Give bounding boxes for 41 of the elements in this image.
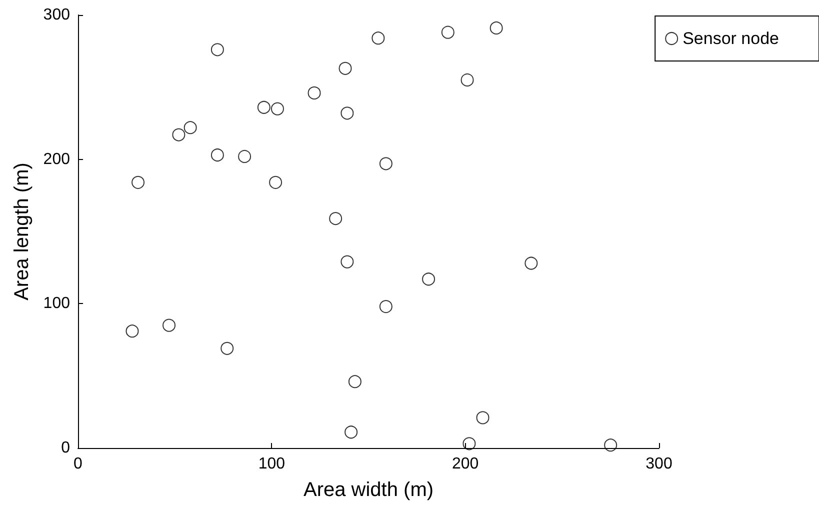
- point: [476, 411, 490, 424]
- point: [132, 176, 145, 189]
- point: [441, 26, 454, 39]
- y-axis-title: Area length (m): [11, 162, 33, 300]
- point: [162, 318, 176, 332]
- point: [524, 256, 538, 270]
- point: [329, 212, 342, 226]
- y-tick-label: 300: [43, 6, 70, 24]
- point: [372, 32, 385, 45]
- point: [348, 375, 362, 388]
- point: [379, 157, 392, 170]
- point: [460, 73, 474, 86]
- point: [210, 148, 224, 162]
- x-tick-label: 200: [452, 456, 479, 472]
- y-tick-label: 200: [43, 150, 70, 168]
- x-axis-title: Area width (m): [303, 479, 434, 501]
- point: [340, 255, 354, 268]
- point: [210, 43, 224, 56]
- y-tick-label: 100: [43, 295, 70, 312]
- y-tick-label: 0: [61, 440, 70, 456]
- point: [604, 438, 618, 452]
- point: [338, 62, 352, 75]
- x-tick-label: 100: [258, 456, 286, 472]
- point: [238, 150, 252, 163]
- point: [257, 100, 270, 114]
- point: [344, 426, 358, 439]
- point: [379, 300, 392, 314]
- point: [270, 102, 284, 116]
- x-tick-label: 300: [646, 456, 672, 472]
- point: [172, 128, 186, 142]
- point: [462, 437, 476, 450]
- point: [184, 121, 197, 134]
- point: [269, 176, 282, 189]
- point: [422, 272, 436, 286]
- point: [126, 324, 139, 338]
- x-tick-label: 0: [74, 456, 83, 472]
- point: [308, 86, 321, 100]
- legend-label: Sensor node: [682, 29, 779, 48]
- point: [220, 342, 234, 355]
- point: [340, 106, 354, 120]
- point: [490, 21, 503, 34]
